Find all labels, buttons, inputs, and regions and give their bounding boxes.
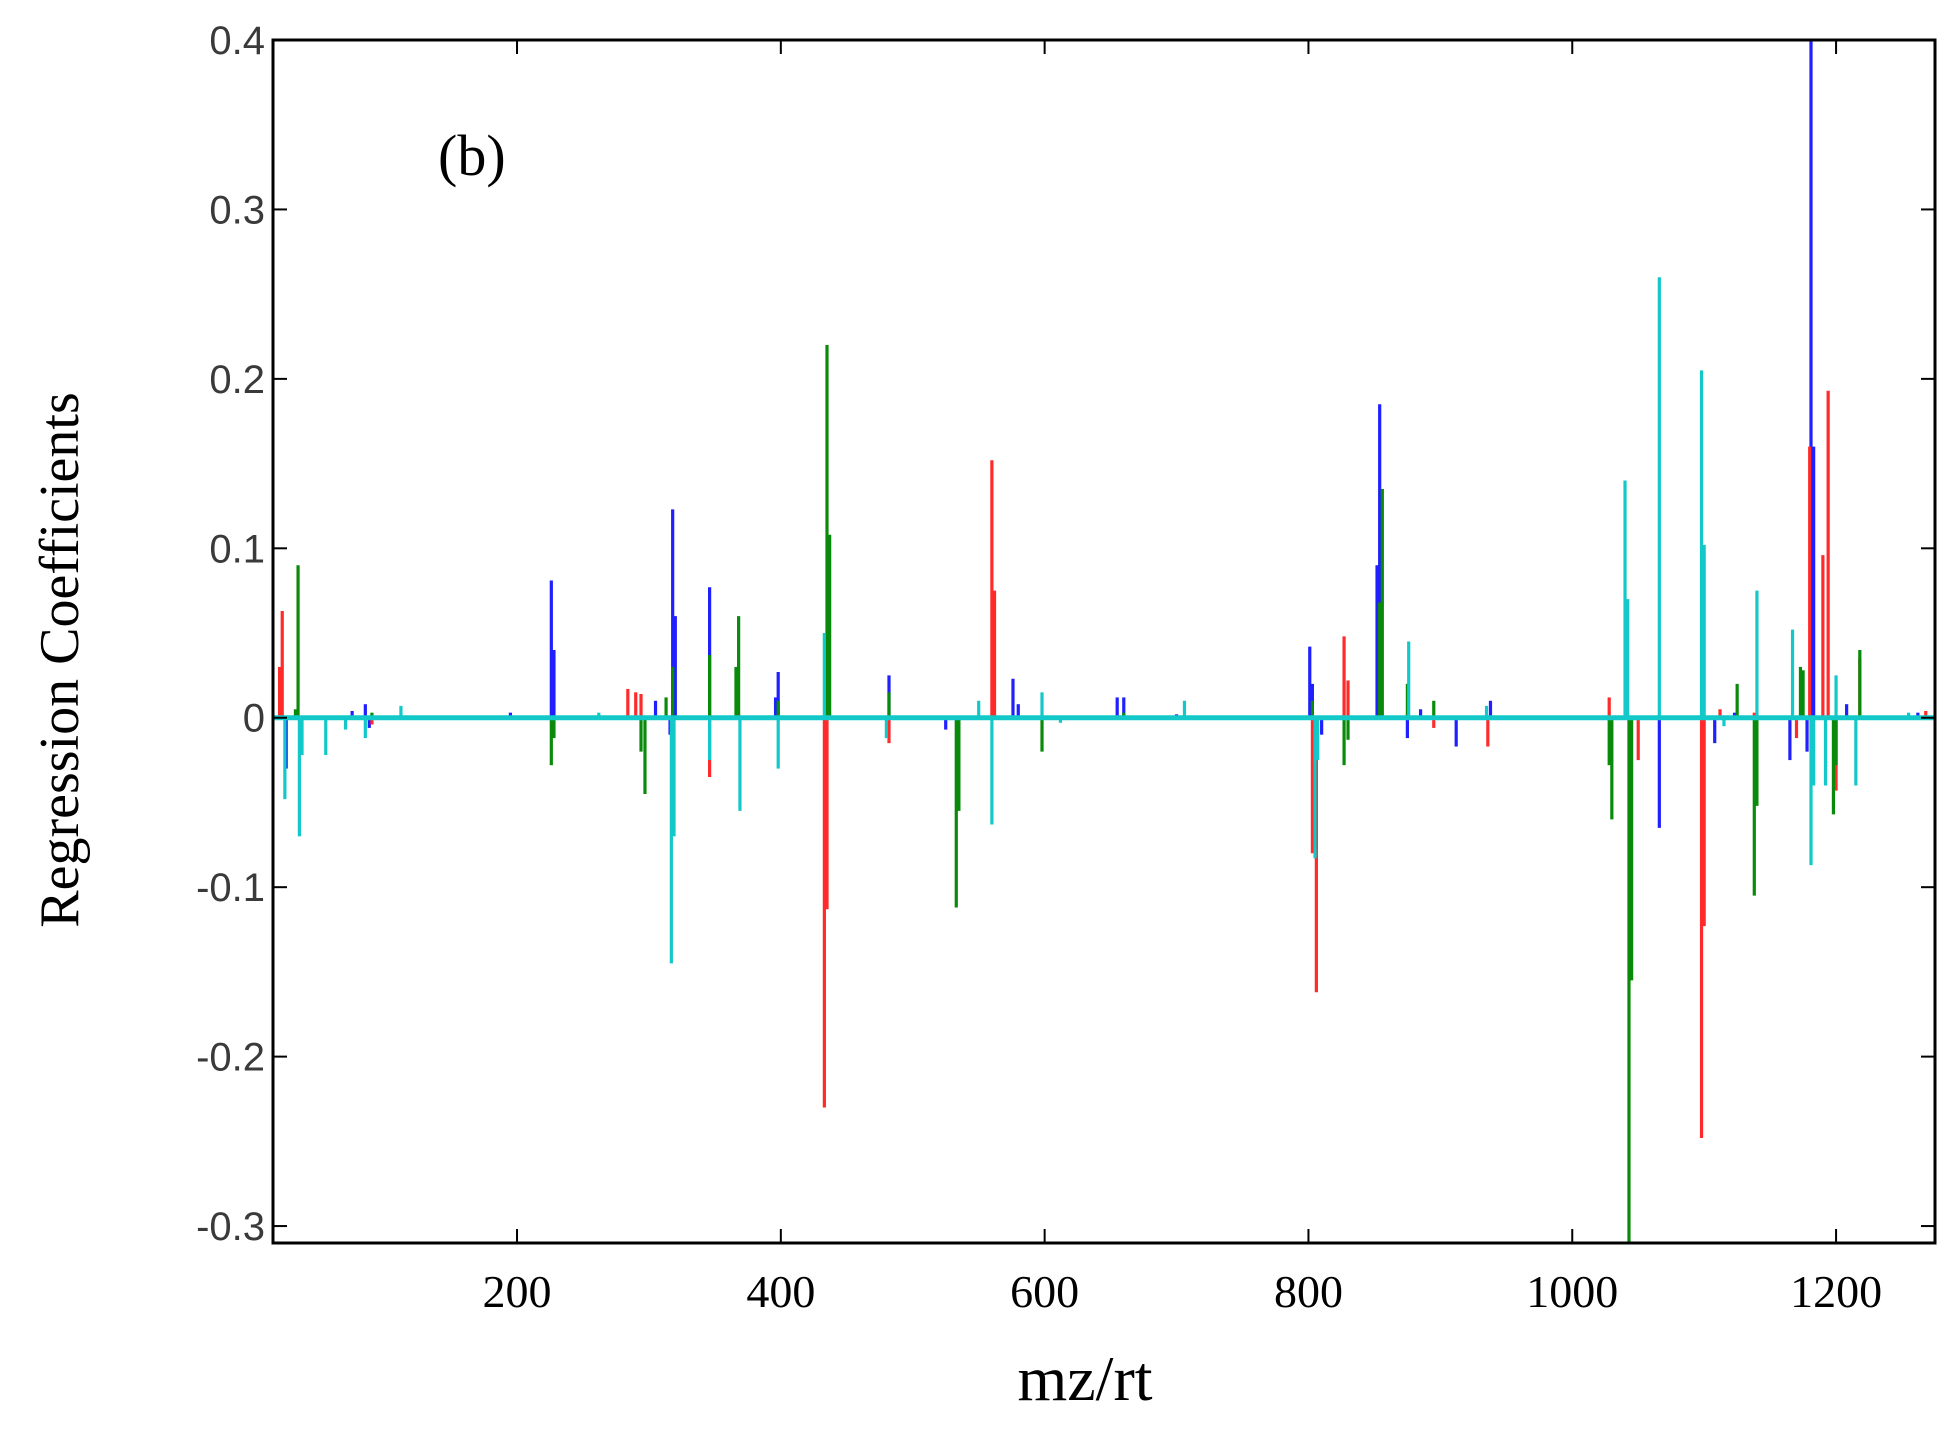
y-tick-label-1: 0.3: [209, 188, 265, 232]
y-tick-label-4: 0: [243, 697, 265, 741]
y-tick-label-2: 0.2: [209, 358, 265, 402]
y-axis-label: Regression Coefficients: [29, 392, 91, 928]
x-axis: 200 400 600 800 1000 1200: [483, 40, 1882, 1317]
y-tick-label-6: -0.2: [196, 1036, 265, 1080]
x-tick-label-3: 800: [1274, 1266, 1343, 1317]
y-tick-label-0: 0.4: [209, 19, 265, 63]
y-tick-label-5: -0.1: [196, 866, 265, 910]
x-axis-label: mz/rt: [1017, 1343, 1152, 1414]
y-tick-label-7: -0.3: [196, 1205, 265, 1249]
x-tick-label-0: 200: [483, 1266, 552, 1317]
bars-layer: [277, 40, 1928, 1243]
x-tick-label-1: 400: [746, 1266, 815, 1317]
x-tick-label-2: 600: [1010, 1266, 1079, 1317]
panel-label: (b): [438, 123, 506, 188]
x-tick-label-4: 1000: [1526, 1266, 1618, 1317]
x-tick-label-5: 1200: [1790, 1266, 1882, 1317]
y-axis: 0.4 0.3 0.2 0.1 0 -0.1 -0.2 -0.3: [196, 19, 1935, 1249]
plot-frame: [271, 38, 1937, 1245]
y-tick-label-3: 0.1: [209, 527, 265, 571]
